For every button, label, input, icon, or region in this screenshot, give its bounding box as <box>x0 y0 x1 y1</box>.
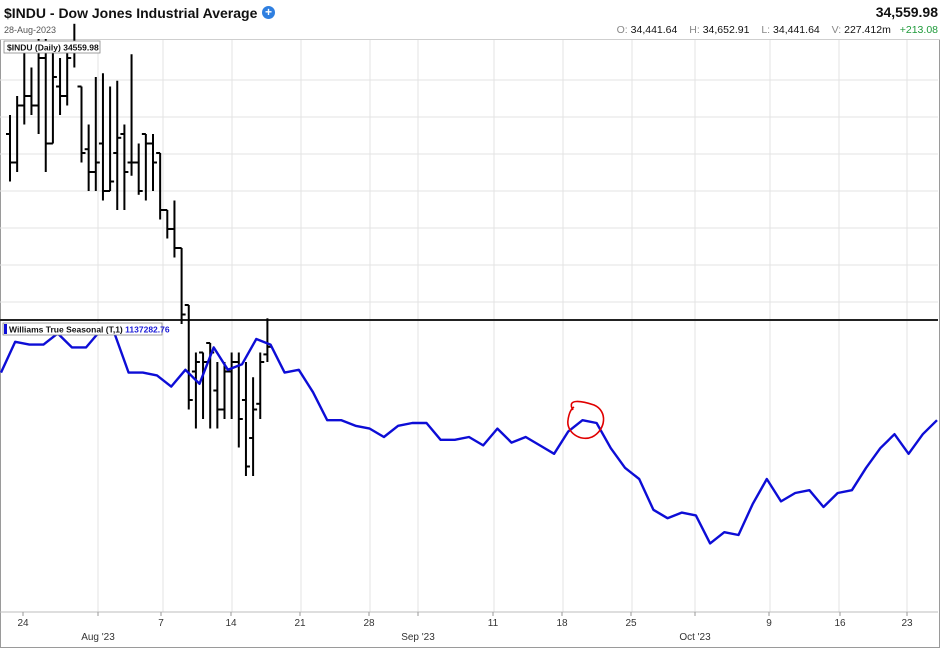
x-axis: 24 Aug '23 7 14 21 28 Sep '23 11 18 25 Oct '23 9 16 2… <box>17 612 913 643</box>
price-bars <box>6 23 272 476</box>
x-tick-label: 14 <box>225 618 237 629</box>
high-value: 34,652.91 <box>702 24 750 36</box>
x-tick-label: Oct '23 <box>679 632 711 643</box>
price-bar <box>63 44 72 106</box>
svg-text:$INDU (Daily) 34559.98: $INDU (Daily) 34559.98 <box>7 43 99 53</box>
seasonal-legend-label: Williams True Seasonal (T,1) <box>9 325 123 335</box>
price-bar <box>149 134 157 191</box>
grid-layer <box>0 40 938 612</box>
price-bar <box>177 247 186 324</box>
chart-title: $INDU - Dow Jones Industrial Average <box>4 5 258 21</box>
x-tick-label: 11 <box>488 618 499 629</box>
price-bar <box>84 124 93 191</box>
price-bar <box>48 42 57 145</box>
seasonal-legend: Williams True Seasonal (T,1) 1137282.76 <box>2 322 170 336</box>
price-bar <box>184 304 193 410</box>
x-tick-label: 16 <box>834 618 846 629</box>
price-bar <box>106 86 115 192</box>
change-value: +213.08 <box>899 24 938 36</box>
x-tick-label: 7 <box>158 618 164 629</box>
svg-text:Williams True Seasonal (T,1) 1: Williams True Seasonal (T,1) 1137282.76 <box>9 325 170 335</box>
price-bar <box>213 362 222 429</box>
price-bar <box>227 352 236 419</box>
price-bar <box>77 85 86 163</box>
price-bar <box>241 362 250 476</box>
seasonal-line-layer <box>0 329 938 545</box>
x-tick-label: Sep '23 <box>401 632 435 643</box>
price-bar <box>163 209 172 239</box>
price-bar <box>263 318 272 362</box>
plus-circle-icon[interactable]: + <box>262 6 275 19</box>
price-bar <box>170 200 179 258</box>
price-bar <box>98 73 107 201</box>
price-bar <box>113 80 122 210</box>
volume-value: 227.412m <box>844 24 891 36</box>
low-label: L: <box>761 24 771 36</box>
price-bar <box>127 54 136 176</box>
price-bar <box>91 77 100 191</box>
open-value: 34,441.64 <box>630 24 678 36</box>
x-tick-label: Aug '23 <box>81 632 115 643</box>
open-label: O: <box>616 24 628 36</box>
chart-header: $INDU - Dow Jones Industrial Average + 2… <box>0 0 940 40</box>
annotation-circle <box>567 400 605 439</box>
chart-date: 28-Aug-2023 <box>4 25 57 35</box>
seasonal-legend-swatch <box>4 324 7 334</box>
x-tick-label: 21 <box>294 618 306 629</box>
price-bar <box>134 143 143 195</box>
price-bar <box>6 115 14 182</box>
price-bar <box>234 352 243 448</box>
price-bar <box>41 39 50 172</box>
price-bar <box>56 58 65 115</box>
x-tick-label: 18 <box>556 618 568 629</box>
high-label: H: <box>689 24 700 36</box>
volume-label: V: <box>831 24 842 36</box>
x-tick-label: 24 <box>17 618 29 629</box>
x-tick-label: 25 <box>625 618 637 629</box>
price-legend-value: 34559.98 <box>63 43 99 53</box>
price-bar <box>120 124 129 210</box>
price-bar <box>27 67 36 115</box>
price-bar <box>199 351 208 419</box>
last-price: 34,559.98 <box>875 4 938 20</box>
price-bar <box>20 48 29 125</box>
seasonal-legend-value: 1137282.76 <box>125 325 170 335</box>
price-bar <box>256 352 265 419</box>
x-tick-label: 9 <box>766 618 772 629</box>
seasonal-line <box>0 329 938 545</box>
price-bar <box>191 352 200 429</box>
price-legend-label: $INDU (Daily) <box>7 43 61 53</box>
low-value: 34,441.64 <box>773 24 820 36</box>
price-bar <box>249 377 258 476</box>
ohlc-readout: O: 34,441.64 H: 34,652.91 L: 34,441.64 V… <box>608 24 938 36</box>
x-tick-label: 28 <box>363 618 375 629</box>
x-tick-label: 23 <box>901 618 913 629</box>
price-legend: $INDU (Daily) 34559.98 <box>3 40 101 54</box>
price-bar <box>13 96 22 172</box>
